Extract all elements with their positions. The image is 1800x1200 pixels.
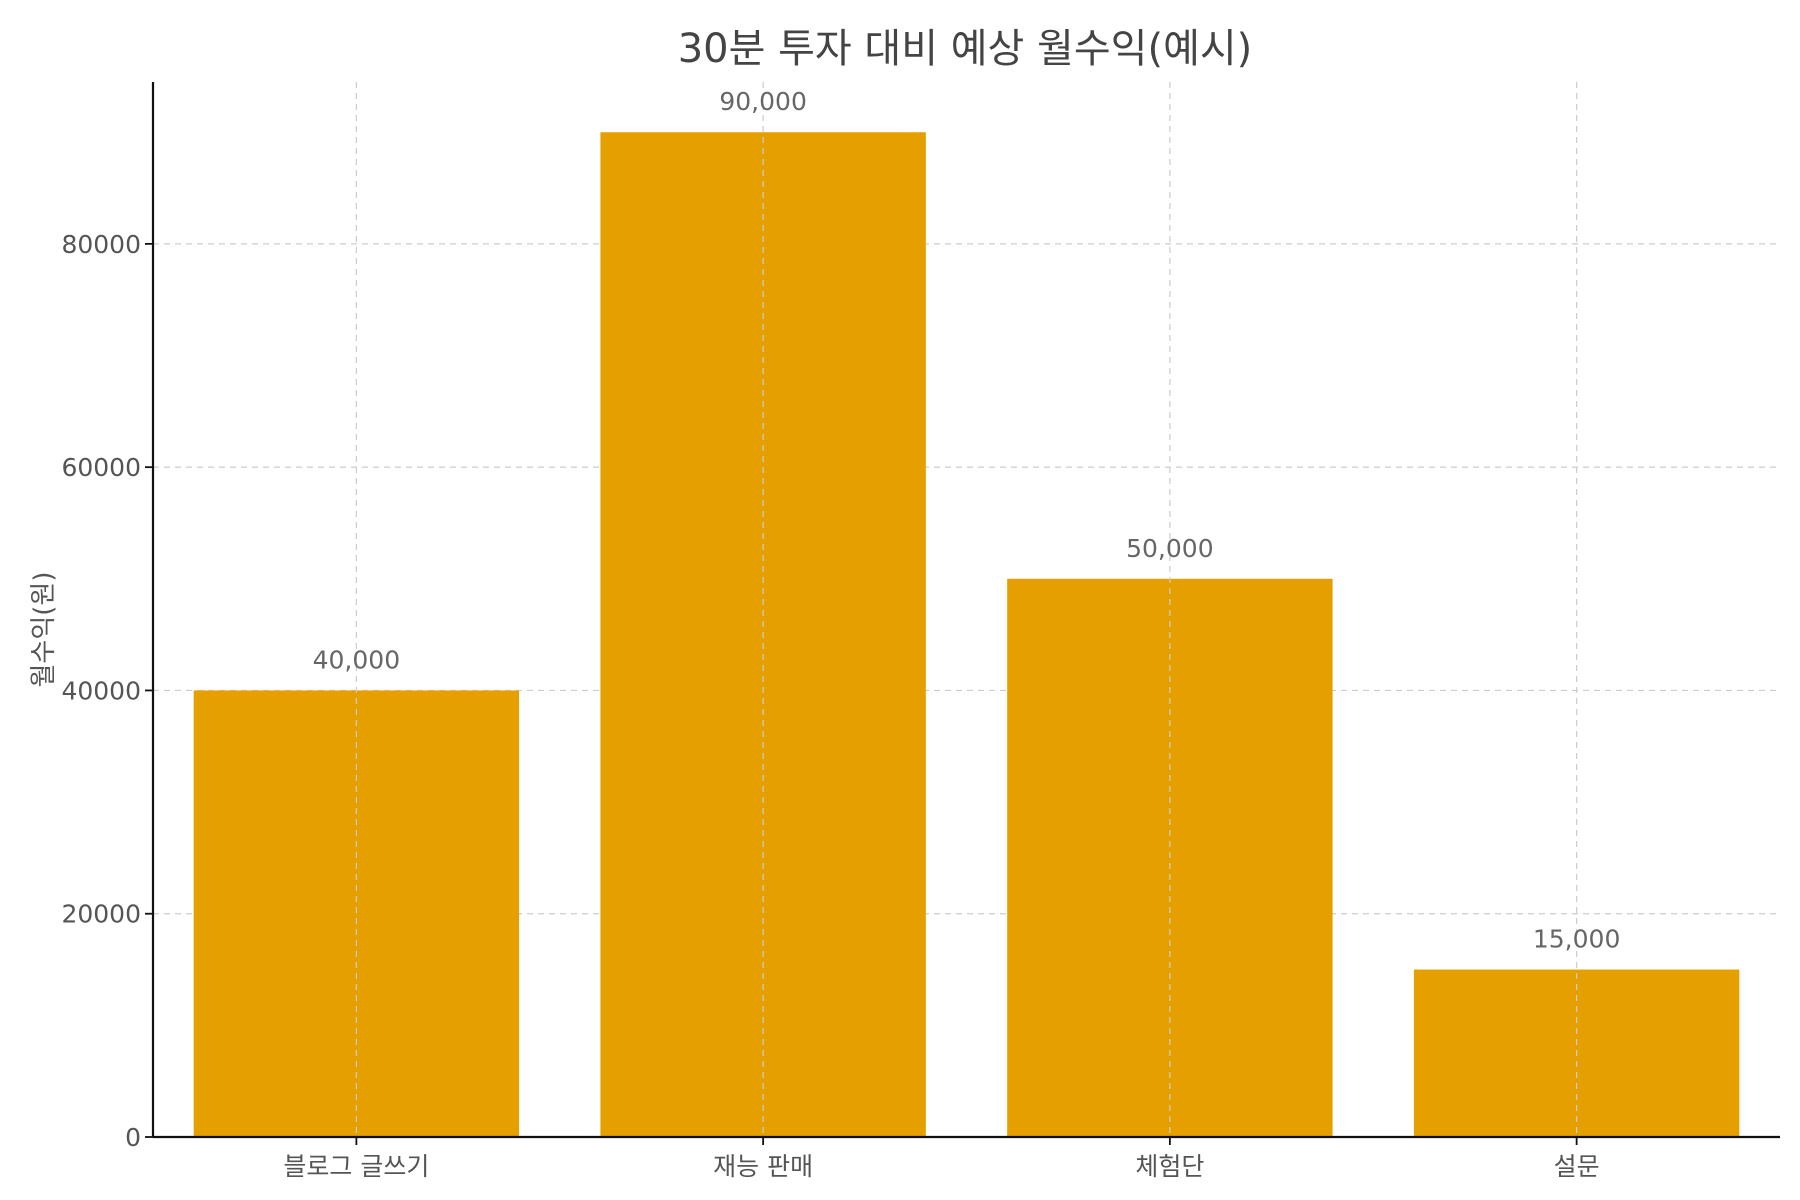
chart-title: 30분 투자 대비 예상 월수익(예시) bbox=[678, 26, 1253, 72]
y-axis-label: 월수익(원) bbox=[29, 572, 59, 688]
x-tick-label: 체험단 bbox=[1135, 1152, 1204, 1181]
data-label: 50,000 bbox=[1126, 534, 1213, 563]
data-label: 90,000 bbox=[719, 87, 806, 116]
data-label: 15,000 bbox=[1533, 925, 1620, 954]
grid-lines bbox=[153, 243, 1780, 915]
x-tick-label: 재능 판매 bbox=[713, 1152, 813, 1181]
y-tick-label: 80000 bbox=[61, 230, 141, 259]
y-tick-label: 0 bbox=[125, 1123, 141, 1152]
x-tick-label: 블로그 글쓰기 bbox=[283, 1152, 429, 1181]
y-tick-label: 40000 bbox=[61, 676, 141, 705]
data-label: 40,000 bbox=[313, 645, 400, 674]
bars bbox=[193, 132, 1740, 1137]
y-ticks: 0 20000 40000 60000 80000 bbox=[61, 230, 153, 1152]
x-tick-label: 설문 bbox=[1554, 1152, 1600, 1181]
y-tick-label: 20000 bbox=[61, 900, 141, 929]
data-labels: 40,000 90,000 50,000 15,000 bbox=[313, 87, 1621, 953]
axes bbox=[151, 82, 1780, 1139]
vertical-grid-lines bbox=[355, 82, 1578, 1137]
x-ticks: 블로그 글쓰기 재능 판매 체험단 설문 bbox=[283, 1137, 1600, 1181]
y-tick-label: 60000 bbox=[61, 453, 141, 482]
